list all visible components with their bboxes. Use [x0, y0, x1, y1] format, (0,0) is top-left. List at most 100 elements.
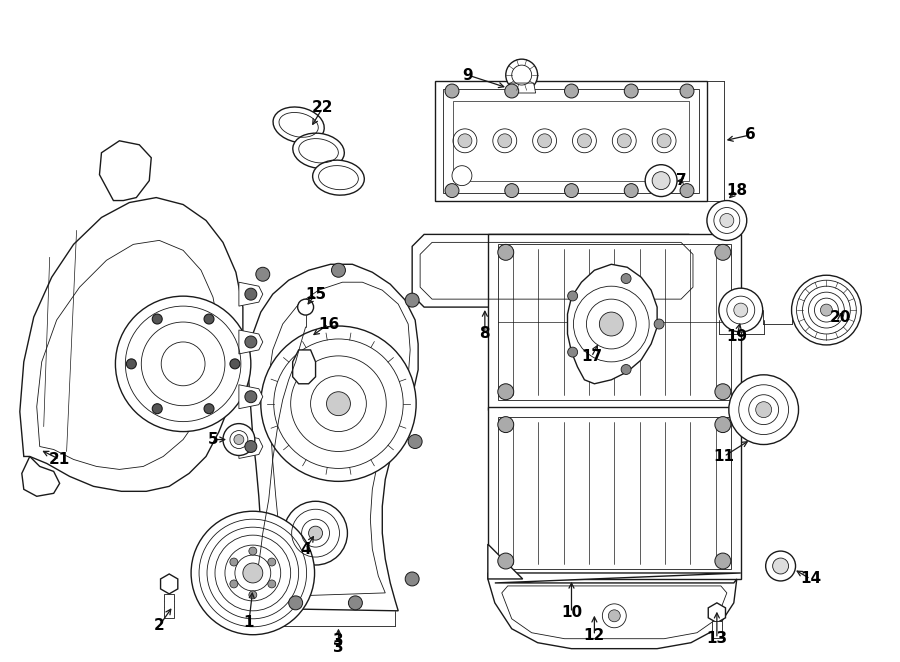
Circle shape [505, 84, 518, 98]
Circle shape [772, 558, 788, 574]
Circle shape [766, 551, 796, 581]
Polygon shape [160, 574, 178, 594]
Circle shape [498, 134, 512, 148]
Circle shape [405, 293, 419, 307]
Text: 1: 1 [244, 615, 254, 630]
Circle shape [245, 440, 256, 453]
Circle shape [152, 314, 162, 324]
Ellipse shape [292, 133, 345, 168]
Circle shape [245, 288, 256, 300]
Circle shape [452, 166, 472, 185]
Circle shape [727, 296, 755, 324]
Circle shape [652, 171, 670, 189]
Circle shape [734, 303, 748, 317]
Circle shape [498, 384, 514, 400]
Text: 19: 19 [726, 330, 747, 344]
Polygon shape [435, 81, 706, 201]
Circle shape [256, 267, 270, 281]
Polygon shape [488, 234, 741, 410]
Circle shape [348, 596, 363, 610]
Circle shape [191, 511, 315, 635]
Circle shape [284, 501, 347, 565]
Circle shape [126, 359, 136, 369]
Polygon shape [412, 234, 701, 307]
Circle shape [608, 610, 620, 622]
Circle shape [204, 314, 214, 324]
Text: 14: 14 [800, 571, 821, 587]
Text: 6: 6 [745, 127, 756, 142]
Circle shape [405, 572, 419, 586]
Circle shape [506, 59, 537, 91]
Circle shape [749, 395, 778, 424]
Circle shape [821, 304, 833, 316]
Text: 13: 13 [706, 631, 727, 646]
Circle shape [458, 134, 472, 148]
Circle shape [621, 273, 631, 283]
Circle shape [719, 288, 762, 332]
Circle shape [599, 312, 624, 336]
Circle shape [230, 580, 238, 588]
Polygon shape [100, 141, 151, 201]
Circle shape [568, 347, 578, 357]
Circle shape [223, 424, 255, 455]
Text: 18: 18 [726, 183, 747, 198]
Polygon shape [22, 457, 59, 496]
Circle shape [505, 183, 518, 197]
Polygon shape [164, 594, 175, 618]
Polygon shape [708, 603, 725, 623]
Circle shape [498, 416, 514, 432]
Circle shape [248, 591, 256, 599]
Polygon shape [488, 573, 741, 649]
Text: 20: 20 [830, 310, 851, 324]
Polygon shape [238, 434, 263, 459]
Polygon shape [248, 264, 418, 611]
Circle shape [537, 134, 552, 148]
Circle shape [715, 384, 731, 400]
Circle shape [564, 84, 579, 98]
Circle shape [792, 275, 861, 345]
Ellipse shape [312, 160, 364, 195]
Text: 5: 5 [208, 432, 219, 447]
Circle shape [715, 553, 731, 569]
Circle shape [602, 604, 626, 628]
Circle shape [230, 430, 248, 448]
Text: 21: 21 [49, 452, 70, 467]
Circle shape [645, 165, 677, 197]
Circle shape [445, 84, 459, 98]
Circle shape [261, 326, 416, 481]
Text: 2: 2 [154, 618, 165, 634]
Circle shape [498, 553, 514, 569]
Polygon shape [712, 621, 722, 638]
Text: 22: 22 [311, 101, 333, 115]
Text: 15: 15 [305, 287, 326, 302]
Circle shape [245, 336, 256, 348]
Circle shape [654, 319, 664, 329]
Text: 17: 17 [580, 350, 602, 364]
Circle shape [245, 391, 256, 402]
Circle shape [152, 404, 162, 414]
Text: 10: 10 [561, 605, 582, 620]
Circle shape [230, 359, 240, 369]
Circle shape [309, 526, 322, 540]
Circle shape [268, 558, 275, 566]
Text: 3: 3 [333, 640, 344, 655]
Text: 8: 8 [480, 326, 491, 342]
Circle shape [578, 134, 591, 148]
Circle shape [243, 563, 263, 583]
Circle shape [268, 580, 275, 588]
Polygon shape [238, 330, 263, 354]
Circle shape [680, 183, 694, 197]
Circle shape [720, 214, 733, 228]
Circle shape [498, 244, 514, 260]
Circle shape [248, 547, 256, 555]
Circle shape [621, 365, 631, 375]
Circle shape [706, 201, 747, 240]
Circle shape [327, 392, 350, 416]
Circle shape [756, 402, 771, 418]
Circle shape [331, 263, 346, 277]
Polygon shape [20, 197, 243, 491]
Circle shape [680, 84, 694, 98]
Circle shape [657, 134, 671, 148]
Circle shape [568, 291, 578, 301]
Polygon shape [488, 406, 741, 579]
